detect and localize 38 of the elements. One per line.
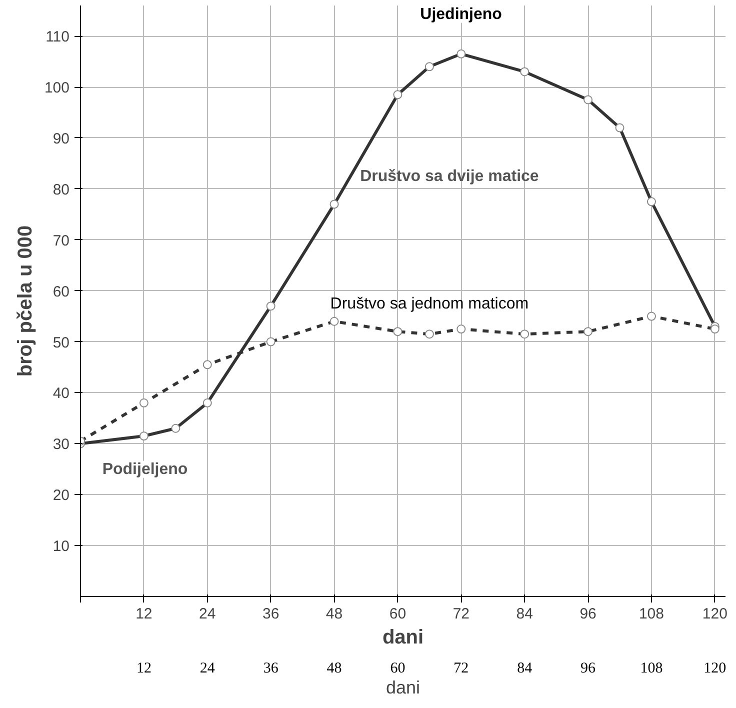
- y-tick-label: 90: [52, 130, 70, 148]
- y-tick-label: 100: [44, 80, 70, 97]
- series-label: Društvo sa jednom maticom: [330, 296, 529, 313]
- y-tick-label: 20: [52, 487, 70, 504]
- x-tick-label: 24: [199, 606, 216, 622]
- x2-axis-title: dani: [386, 678, 420, 698]
- annotation: Podijeljeno: [102, 460, 188, 478]
- y-tick-label: 50: [52, 334, 70, 352]
- y-tick-label: 40: [52, 385, 70, 402]
- x2-tick-label: 108: [640, 660, 663, 676]
- x2-tick-label: 48: [326, 660, 342, 676]
- x-tick-label: 36: [262, 606, 280, 622]
- x2-tick-label: 60: [390, 660, 406, 676]
- x-tick-label: 48: [326, 606, 343, 622]
- x2-tick-label: 120: [704, 660, 726, 676]
- y-tick-label: 70: [52, 232, 70, 250]
- x2-tick-label: 72: [454, 660, 469, 676]
- x2-tick-label: 24: [200, 660, 216, 676]
- x-tick-label: 84: [516, 606, 533, 622]
- y-tick-label: 30: [52, 436, 70, 454]
- x-tick-label: 60: [389, 606, 406, 622]
- y-tick-label: 10: [52, 538, 70, 556]
- x2-tick-label: 12: [136, 660, 152, 676]
- series-label: Društvo sa dvije matice: [360, 168, 539, 186]
- x-tick-label: 72: [452, 606, 470, 622]
- y-tick-label: 110: [46, 28, 70, 46]
- x2-tick-label: 96: [580, 660, 596, 676]
- x-axis-title: dani: [382, 626, 424, 648]
- x-tick-label: 120: [702, 606, 728, 622]
- annotation: Ujedinjeno: [420, 6, 502, 23]
- y-tick-label: 60: [52, 283, 70, 300]
- x2-tick-label: 36: [263, 660, 279, 676]
- x-tick-label: 108: [638, 606, 664, 622]
- y-tick-label: 80: [52, 181, 70, 198]
- x-tick-label: 12: [136, 606, 152, 622]
- x2-tick-label: 84: [517, 660, 533, 676]
- y-axis-title: broj pčela u 000: [14, 225, 36, 377]
- x-tick-label: 96: [580, 606, 596, 622]
